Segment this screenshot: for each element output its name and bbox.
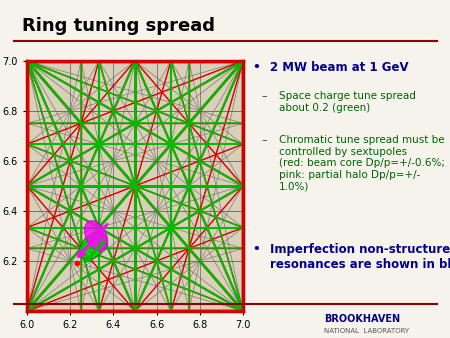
Text: BROOKHAVEN: BROOKHAVEN [324,314,400,324]
Text: •: • [252,61,260,74]
Ellipse shape [79,232,107,260]
Text: Chromatic tune spread must be
controlled by sextupoles
(red: beam core Dp/p=+/-0: Chromatic tune spread must be controlled… [279,135,445,192]
Text: •: • [252,243,260,256]
Text: 2 MW beam at 1 GeV: 2 MW beam at 1 GeV [270,61,409,74]
Ellipse shape [85,221,108,251]
Text: Imperfection non-structure
resonances are shown in black: Imperfection non-structure resonances ar… [270,243,450,271]
Text: Ring tuning spread: Ring tuning spread [22,17,216,35]
Text: –: – [261,91,267,101]
Text: Space charge tune spread
about 0.2 (green): Space charge tune spread about 0.2 (gree… [279,91,416,113]
Text: –: – [261,135,267,145]
Text: NATIONAL  LABORATORY: NATIONAL LABORATORY [324,328,409,334]
